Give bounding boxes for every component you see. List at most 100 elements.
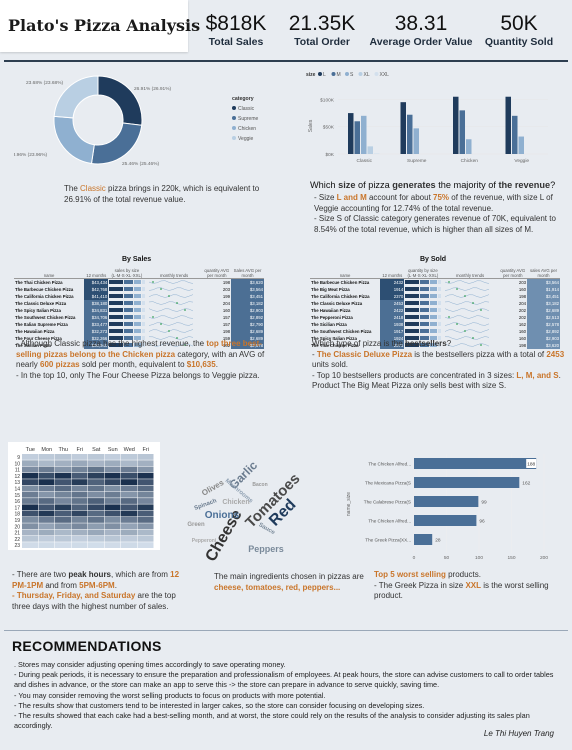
- size-bar-strip: [109, 322, 145, 326]
- column-header[interactable]: 12 months: [380, 266, 405, 279]
- size-bar-strip: [405, 294, 441, 298]
- cell-total: 2453: [380, 299, 405, 307]
- cell-sales-avg: $3,182: [231, 299, 264, 307]
- size-bar-strip: [405, 336, 441, 340]
- worst-insight: Top 5 worst selling products. - The Gree…: [374, 570, 549, 600]
- size-bar-xxl: [374, 153, 380, 154]
- cell-sales-avg: $2,903: [527, 334, 560, 342]
- table-row[interactable]: The Classic Deluxe Pizza 2453 204 $3,182: [310, 299, 560, 307]
- cell-sales-avg: $2,578: [527, 320, 560, 328]
- cell-total: 2432: [380, 278, 405, 286]
- cell-total: 1924: [380, 334, 405, 342]
- cell-sparkline: [146, 335, 203, 342]
- table-row[interactable]: The Classic Deluxe Pizza $38,180 204 $3,182: [14, 299, 264, 307]
- heatmap-cell: [55, 510, 71, 517]
- table-row[interactable]: The Barbecue Chicken Pizza 2432 203 $3,564: [310, 278, 560, 286]
- column-header[interactable]: quantity AVG per month: [202, 266, 232, 279]
- table-row[interactable]: The Four Cheese Pizza $32,266 159 $2,689: [14, 334, 264, 342]
- heatmap-cell: [88, 460, 104, 467]
- heatmap-cell: [71, 504, 88, 511]
- heatmap-cell: [71, 498, 88, 504]
- recommendations-section: RECOMMENDATIONS . Stores may consider ad…: [4, 634, 568, 746]
- heatmap-cell: [22, 542, 38, 548]
- cell-sparkline: [442, 314, 499, 321]
- table-row[interactable]: The Hawaiian Pizza $32,273 198 $2,689: [14, 327, 264, 335]
- legend-label: Supreme: [238, 116, 259, 122]
- table-row[interactable]: The Italian Supreme Pizza $33,477 157 $2,79…: [14, 320, 264, 328]
- cell-size-bars: [404, 286, 441, 293]
- table-row[interactable]: The Spicy Italian Pizza 1924 160 $2,903: [310, 334, 560, 342]
- cell-qty-avg: 198: [518, 342, 527, 348]
- kpi-quantity-sold: 50K Quantity Sold: [484, 12, 554, 48]
- size-bar-strip: [109, 301, 145, 305]
- column-header[interactable]: sales by size (L·M·S·XL·XXL): [108, 266, 146, 279]
- size-bar-strip: [109, 308, 145, 312]
- table-row[interactable]: The Sicilian Pizza $30,940 162 $2,578: [14, 341, 264, 349]
- y-tick-label: The Mexicana Pizza(S: [365, 481, 411, 486]
- cell-name: The Pepperoni Pizza: [311, 314, 353, 320]
- cell-size-bars: [108, 342, 145, 349]
- cell-sparkline: [442, 335, 499, 342]
- heatmap-cell: [38, 523, 55, 530]
- column-header[interactable]: name: [14, 266, 85, 279]
- heatmap-cell: [121, 535, 137, 542]
- heatmap-cell: [104, 517, 121, 523]
- heatmap-cell: [121, 454, 137, 460]
- table-row[interactable]: The California Chicken Pizza $41,410 199 $3…: [14, 292, 264, 300]
- table-row[interactable]: The California Chicken Pizza 2370 198 $3,45…: [310, 292, 560, 300]
- column-header[interactable]: monthly trends: [441, 266, 499, 279]
- size-bar-strip: [109, 329, 145, 333]
- table-row[interactable]: The Big Meat Pizza 1914 160 $1,914: [310, 285, 560, 293]
- table-row[interactable]: The Spicy Italian Pizza $34,831 160 $2,903: [14, 306, 264, 314]
- y-tick-label: $100K: [320, 97, 335, 103]
- heatmap-cell: [55, 491, 71, 498]
- by-sold-table: name 12 months quantity by size (L·M·S·XL·…: [310, 266, 560, 349]
- author-name: Le Thi Huyen Trang: [483, 729, 554, 738]
- heatmap-cell: [104, 454, 121, 460]
- table-row[interactable]: The Barbecue Chicken Pizza $42,768 203 $3,5…: [14, 285, 264, 293]
- table-row[interactable]: The Thai Chicken Pizza $43,434 198 $3,620: [14, 278, 264, 286]
- heatmap-cell: [88, 523, 104, 530]
- column-header[interactable]: 12 months: [84, 266, 109, 279]
- worst-bar: [414, 496, 479, 507]
- heatmap-hour-label: 14: [14, 487, 20, 493]
- table-row[interactable]: The Southwest Chicken Pizza 1917 160 $2,892: [310, 327, 560, 335]
- column-header[interactable]: name: [310, 266, 381, 279]
- heatmap-cell: [22, 529, 38, 536]
- table-row[interactable]: The Sicilian Pizza 1938 162 $2,578: [310, 320, 560, 328]
- table-row[interactable]: The Southwest Chicken Pizza $34,706 157 $2,…: [14, 313, 264, 321]
- sparkline: [444, 300, 489, 305]
- heatmap-hour-label: 13: [14, 480, 20, 486]
- column-header[interactable]: quantity by size (L·M·S·XL·XXL): [404, 266, 442, 279]
- size-bar-strip: [109, 315, 145, 319]
- heatmap-hour-label: 23: [14, 543, 20, 549]
- table-row[interactable]: The Pepperoni Pizza 2418 202 $2,513: [310, 313, 560, 321]
- cell-qty-avg: 198: [222, 279, 231, 285]
- cell-qty-avg: 162: [222, 342, 231, 348]
- heatmap-cell: [104, 485, 121, 492]
- sparkline: [148, 279, 193, 284]
- cell-total: $43,434: [84, 278, 109, 286]
- heatmap-cell: [121, 542, 137, 548]
- column-header[interactable]: quantity AVG per month: [498, 266, 528, 279]
- heatmap-hour-label: 18: [14, 512, 20, 518]
- data-label: 162: [522, 481, 530, 487]
- column-header[interactable]: Sales AVG per month: [231, 266, 264, 279]
- heatmap-cell: [55, 523, 71, 530]
- cell-name: The Thai Chicken Pizza: [311, 342, 359, 348]
- cell-sparkline: [442, 293, 499, 300]
- table-row[interactable]: The Thai Chicken Pizza 2371 198 $3,620: [310, 341, 560, 349]
- column-header[interactable]: monthly trends: [145, 266, 203, 279]
- heatmap-day-label: Fri: [143, 447, 149, 453]
- table-row[interactable]: The Hawaiian Pizza 2422 202 $2,689: [310, 306, 560, 314]
- column-header[interactable]: sales AVG per month: [527, 266, 560, 279]
- x-tick-label: Classic: [357, 158, 373, 164]
- legend-label: Veggie: [238, 136, 254, 142]
- heatmap-cell: [22, 504, 38, 511]
- size-bar-m: [354, 121, 360, 154]
- kpi-label: Average Order Value: [369, 36, 473, 48]
- cell-total: $38,180: [84, 299, 109, 307]
- size-bar-strip: [405, 301, 441, 305]
- cell-sparkline: [146, 314, 203, 321]
- kpi-value: 21.35K: [288, 12, 356, 35]
